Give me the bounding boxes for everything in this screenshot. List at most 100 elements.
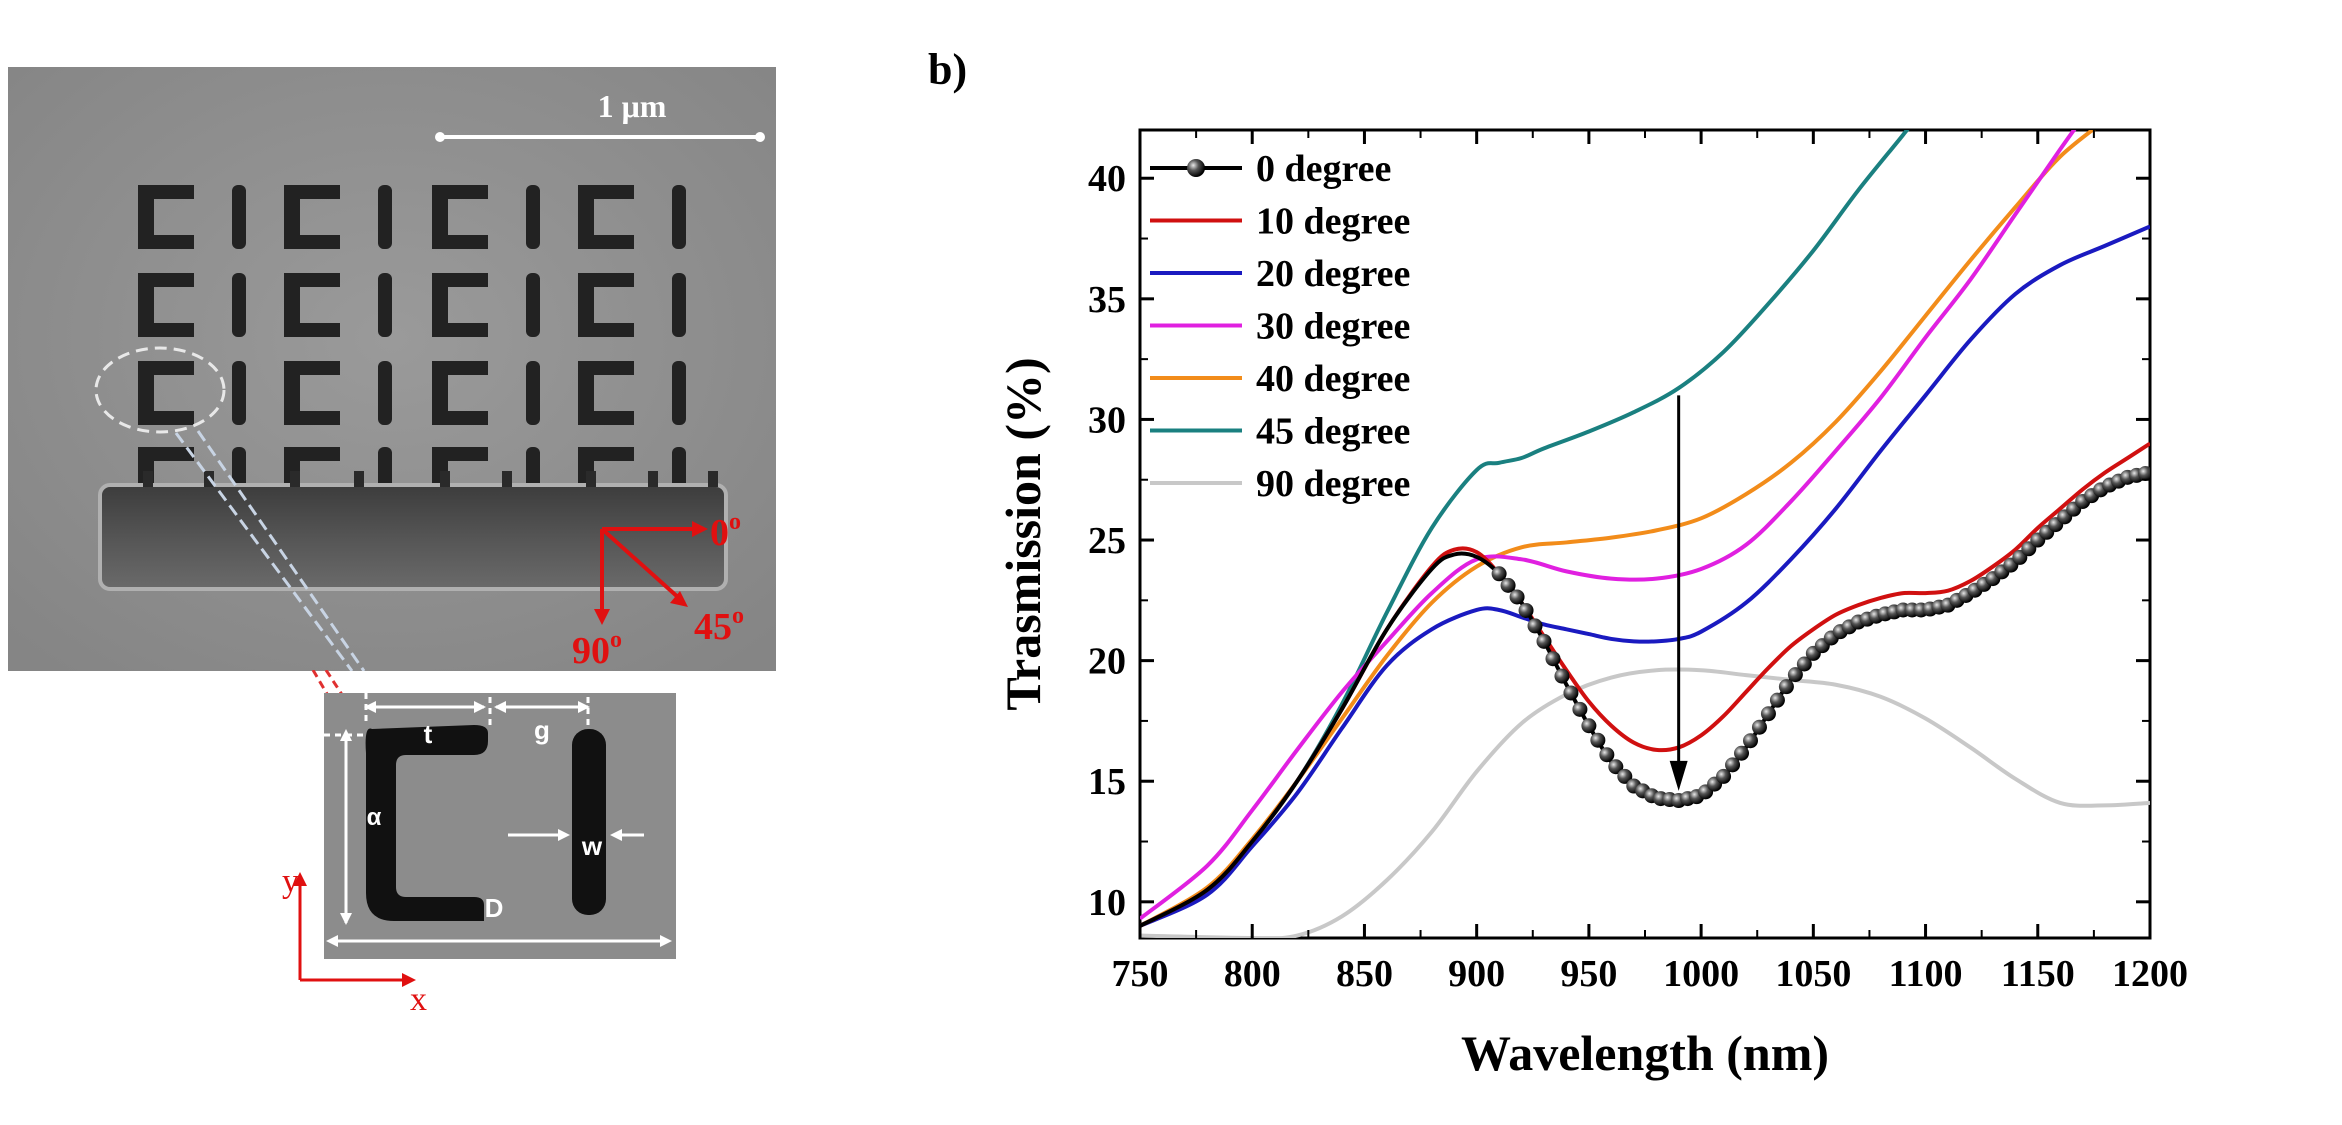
y-tick-label: 20: [1088, 641, 1126, 683]
series-point-0-degree: [1545, 651, 1561, 667]
c-hole: [578, 185, 634, 249]
x-tick-label: 950: [1560, 953, 1617, 995]
sem-array-graphic: 1 μm 0o 90o 45o: [8, 67, 776, 671]
x-tick-label: 750: [1112, 953, 1169, 995]
legend-marker: [1187, 159, 1205, 177]
legend: 0 degree 10 degree 20 degree 30 degree 40 de…: [1150, 148, 1410, 505]
x-tick-label: 800: [1224, 953, 1281, 995]
series-point-0-degree: [1608, 759, 1624, 775]
rod-hole: [378, 185, 392, 249]
y-tick-label: 35: [1088, 279, 1126, 321]
series-line-20-degree: [1140, 224, 2150, 928]
legend-label: 0 degree: [1256, 148, 1391, 190]
series-line-90-degree: [1140, 667, 2150, 938]
c-hole: [432, 361, 488, 425]
rod-hole: [378, 273, 392, 337]
panel-b-label: b): [928, 45, 968, 94]
series-line-30-degree: [1140, 130, 2077, 921]
c-hole: [432, 185, 488, 249]
series-point-0-degree: [1491, 566, 1507, 582]
c-hole: [138, 273, 194, 337]
series-point-0-degree: [1796, 656, 1812, 672]
series-point-0-degree: [1716, 768, 1732, 784]
legend-label: 90 degree: [1256, 463, 1410, 505]
rod-hole: [672, 361, 686, 425]
x-tick-label: 1150: [2001, 953, 2075, 995]
c-hole: [284, 273, 340, 337]
series-line-0-degree: [1140, 470, 2150, 928]
legend-label: 40 degree: [1256, 358, 1410, 400]
highlight-circle: [94, 346, 226, 434]
c-hole: [284, 361, 340, 425]
series-point-0-degree: [2138, 465, 2150, 481]
direction-label-0: 0o: [710, 509, 741, 554]
ticks-layer: 750 800 850 900 950 1000 1050 1100 1150 1200 10 15 2…: [1088, 130, 2188, 995]
series-point-0-degree: [1725, 757, 1741, 773]
c-hole: [578, 361, 634, 425]
c-hole: [138, 361, 194, 425]
y-tick-label: 15: [1088, 761, 1126, 803]
axis-y-label: y: [282, 863, 299, 900]
x-tick-label: 900: [1448, 953, 1505, 995]
rod-hole: [526, 361, 540, 425]
series-point-0-degree: [1769, 692, 1785, 708]
series-point-0-degree: [1778, 679, 1794, 695]
series-point-0-degree: [1742, 733, 1758, 749]
rod-hole: [232, 273, 246, 337]
rod-hole: [232, 185, 246, 249]
c-hole: [578, 273, 634, 337]
direction-label-90: 90o: [572, 627, 622, 671]
series-point-0-degree: [1581, 718, 1597, 734]
series-point-0-degree: [1751, 719, 1767, 735]
label-w: w: [581, 831, 603, 861]
x-tick-label: 1200: [2112, 953, 2188, 995]
rod-hole: [526, 185, 540, 249]
xy-axes: y x: [282, 863, 427, 1018]
annotation: [1669, 395, 1688, 791]
sem-image-main: 1 μm 0o 90o 45o: [8, 67, 776, 671]
label-t: t: [424, 719, 433, 749]
y-tick-label: 40: [1088, 158, 1126, 200]
rod-hole: [526, 273, 540, 337]
x-tick-label: 850: [1336, 953, 1393, 995]
y-axis-title: Trasmission (%): [995, 357, 1051, 710]
polarization-arrows: [594, 521, 708, 625]
rod-hole: [232, 361, 246, 425]
x-axis-title: Wavelength (nm): [1461, 1025, 1829, 1081]
series-point-0-degree: [1760, 706, 1776, 722]
series-point-0-degree: [1527, 618, 1543, 634]
c-hole: [138, 185, 194, 249]
series-point-0-degree: [1518, 602, 1534, 618]
c-hole: [284, 185, 340, 249]
series-point-0-degree: [1599, 747, 1615, 763]
legend-label: 10 degree: [1256, 201, 1410, 243]
scale-bar-label: 1 μm: [598, 88, 667, 124]
y-tick-label: 10: [1088, 882, 1126, 924]
x-tick-label: 1000: [1663, 953, 1739, 995]
series-layer: [1140, 130, 2150, 938]
rod-hole: [672, 273, 686, 337]
unit-cell-graphic: t g α w D: [324, 693, 676, 959]
series-point-0-degree: [1787, 667, 1803, 683]
c-shaped-hole: [365, 725, 488, 921]
rod-hole: [572, 729, 606, 915]
series-line-10-degree: [1140, 441, 2150, 928]
series-point-0-degree: [1572, 701, 1588, 717]
series-point-0-degree: [1590, 732, 1606, 748]
direction-label-45: 45o: [694, 603, 744, 648]
c-hole: [432, 273, 488, 337]
x-tick-label: 1050: [1775, 953, 1851, 995]
sem-image-inset: t g α w D: [324, 693, 676, 959]
legend-label: 45 degree: [1256, 411, 1410, 453]
series-point-0-degree: [1536, 633, 1552, 649]
transmission-chart: 750 800 850 900 950 1000 1050 1100 1150 1200 10 15 2…: [995, 128, 2188, 1081]
label-g: g: [534, 715, 550, 745]
milled-trench: [98, 483, 728, 591]
rod-hole: [672, 185, 686, 249]
hole-array: [138, 185, 686, 511]
series-point-0-degree: [1734, 745, 1750, 761]
legend-label: 30 degree: [1256, 306, 1410, 348]
axis-x-label: x: [410, 981, 427, 1018]
series-point-0-degree: [1617, 768, 1633, 784]
y-tick-label: 25: [1088, 520, 1126, 562]
